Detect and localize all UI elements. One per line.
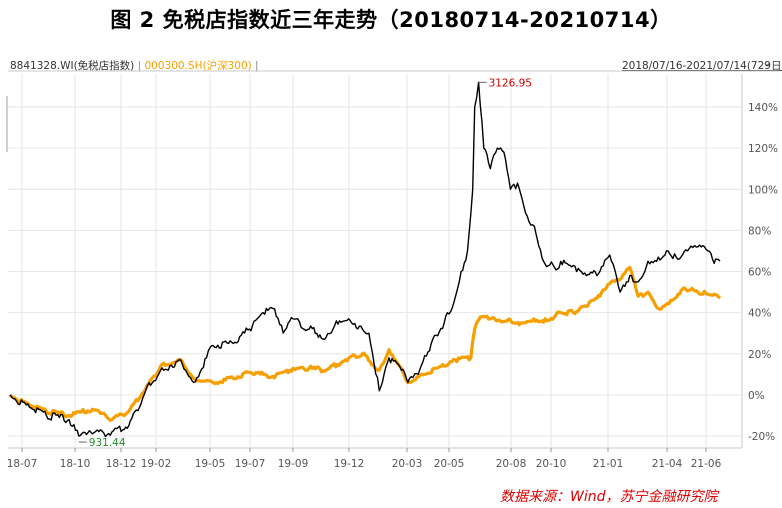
date-range[interactable]: 2018/07/16-2021/07/14(729日) xyxy=(622,60,782,72)
legend-series1[interactable]: 8841328.WI(免税店指数) xyxy=(10,60,135,72)
x-tick-label: 21-06 xyxy=(691,458,722,470)
x-tick-label: 19-07 xyxy=(235,458,266,470)
source-note: 数据来源：Wind，苏宁金融研究院 xyxy=(500,489,718,505)
y-tick-label: 40% xyxy=(748,308,771,320)
y-tick-label: 60% xyxy=(748,267,771,279)
x-tick-label: 20-10 xyxy=(536,458,567,470)
x-tick-label: 19-09 xyxy=(278,458,309,470)
x-tick-label: 18-07 xyxy=(7,458,38,470)
x-tick-label: 20-05 xyxy=(434,458,465,470)
legend: 8841328.WI(免税店指数) | 000300.SH(沪深300) | xyxy=(10,58,259,73)
series-line-沪深300 xyxy=(8,265,722,422)
x-tick-label: 20-08 xyxy=(496,458,527,470)
series-line-免税店指数 xyxy=(9,81,721,438)
min-value-label: 931.44 xyxy=(89,437,126,449)
x-tick-label: 19-02 xyxy=(141,458,172,470)
x-tick-label: 20-03 xyxy=(392,458,423,470)
legend-series2[interactable]: 000300.SH(沪深300) xyxy=(144,60,252,72)
y-tick-label: 20% xyxy=(748,349,771,361)
max-value-label: 3126.95 xyxy=(489,77,532,89)
x-tick-label: 21-04 xyxy=(652,458,683,470)
x-tick-label: 18-10 xyxy=(60,458,91,470)
y-tick-label: -20% xyxy=(748,431,775,443)
chevron-down-icon[interactable]: ⌄ xyxy=(762,55,773,69)
chart-title: 图 2 免税店指数近三年走势（20180714-20210714） xyxy=(110,8,672,32)
x-tick-label: 18-12 xyxy=(106,458,137,470)
y-tick-label: 100% xyxy=(748,184,778,196)
legend-trailing: | xyxy=(251,60,259,72)
y-tick-label: 140% xyxy=(748,102,778,114)
y-tick-label: 0% xyxy=(748,390,765,402)
y-tick-label: 80% xyxy=(748,225,771,237)
scroll-handle xyxy=(6,96,8,152)
x-tick-label: 19-12 xyxy=(334,458,365,470)
legend-separator: | xyxy=(134,60,145,72)
x-tick-label: 21-01 xyxy=(593,458,624,470)
y-tick-label: 120% xyxy=(748,143,778,155)
x-tick-label: 19-05 xyxy=(195,458,226,470)
